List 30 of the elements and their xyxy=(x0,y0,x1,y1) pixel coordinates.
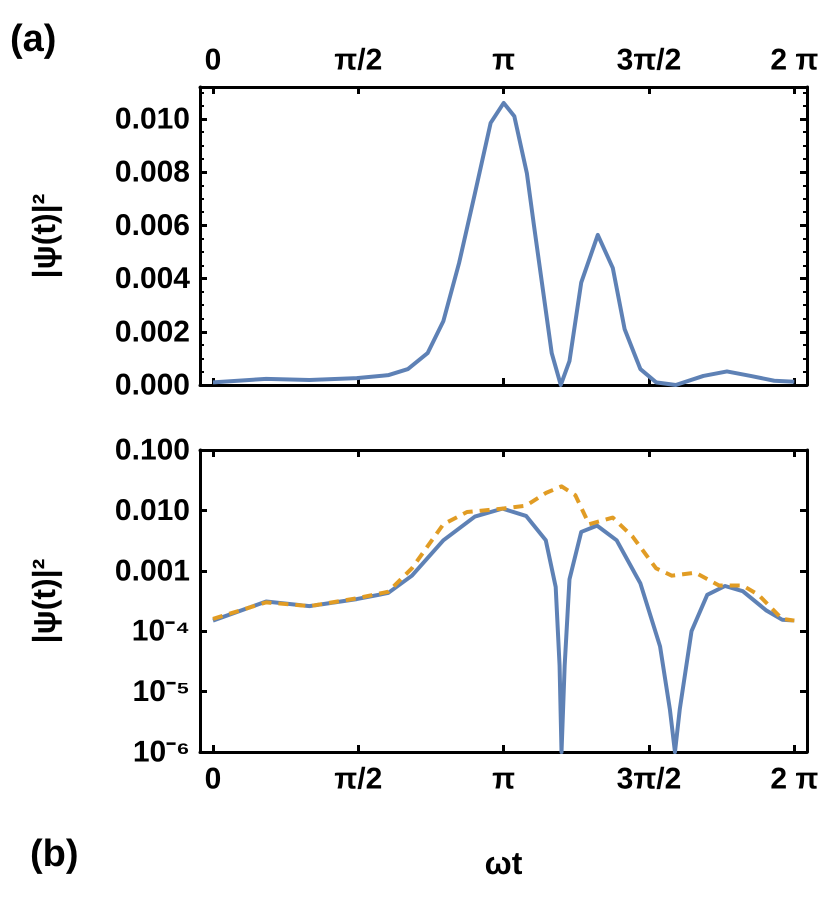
y-tick-label: 0.010 xyxy=(114,494,190,527)
y-tick-label: 10⁻⁴ xyxy=(132,614,190,648)
text: (b) xyxy=(30,833,79,875)
y-tick-label: 0.100 xyxy=(114,434,190,466)
x-tick-label: 0 xyxy=(204,44,222,76)
y-axis-title: |ψ(t)|² xyxy=(26,194,63,278)
y-tick-label: 0.002 xyxy=(114,315,190,348)
x-tick-label: π xyxy=(492,44,516,76)
x-tick-label: π/2 xyxy=(334,44,382,76)
text: (a) xyxy=(10,18,56,60)
line-series xyxy=(210,484,796,623)
y-tick-label: 0.001 xyxy=(114,554,190,588)
x-axis-title: ωt xyxy=(484,845,523,881)
x-tick-label: 2 π xyxy=(770,44,818,76)
y-tick-label: 0.000 xyxy=(114,368,190,402)
y-axis-title: |ψ(t)|² xyxy=(26,558,63,644)
y-tick-label: 0.008 xyxy=(114,156,190,189)
y-tick-label: 10⁻⁶ xyxy=(132,736,190,768)
line-series xyxy=(210,100,796,387)
x-tick-label: 0 xyxy=(204,762,222,796)
line-series xyxy=(210,506,796,754)
x-tick-label: π xyxy=(492,762,516,796)
y-tick-label: 0.006 xyxy=(114,208,190,242)
y-tick-label: 0.010 xyxy=(114,102,190,136)
x-tick-label: 3π/2 xyxy=(616,44,682,76)
x-tick-label: π/2 xyxy=(334,762,382,796)
x-tick-label: 3π/2 xyxy=(616,762,682,796)
y-tick-label: 0.004 xyxy=(114,262,190,296)
y-tick-label: 10⁻⁵ xyxy=(132,675,190,708)
x-tick-label: 2 π xyxy=(770,762,818,796)
